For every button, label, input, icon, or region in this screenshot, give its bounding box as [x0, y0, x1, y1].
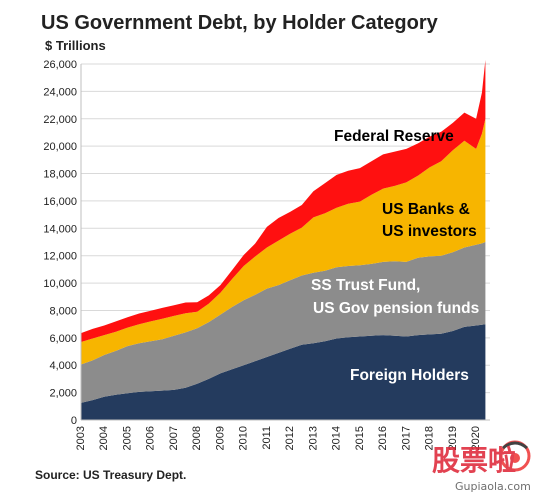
y-tick-label: 6,000 — [49, 333, 77, 345]
annotation-us-banks-line2: US investors — [382, 223, 477, 240]
x-tick-label: 2005 — [121, 426, 133, 450]
x-tick-label: 2011 — [261, 426, 273, 450]
y-tick-label: 4,000 — [49, 360, 77, 372]
y-tick-label: 10,000 — [43, 278, 77, 290]
chart-title: US Government Debt, by Holder Category — [41, 12, 439, 34]
x-tick-label: 2009 — [214, 426, 226, 450]
annotation-ss-trust-line1: SS Trust Fund, — [311, 277, 420, 294]
x-tick-label: 2007 — [168, 426, 180, 450]
watermark: 股票啦 Gupiaola.com — [432, 440, 531, 493]
y-tick-label: 24,000 — [43, 86, 77, 98]
x-tick-label: 2012 — [284, 426, 296, 450]
y-tick-label: 12,000 — [43, 251, 77, 263]
area-series-0 — [81, 324, 486, 420]
watermark-text: 股票啦 — [432, 444, 516, 477]
x-tick-label: 2013 — [307, 426, 319, 450]
x-tick-label: 2015 — [354, 426, 366, 450]
x-tick-label: 2006 — [145, 426, 157, 450]
y-axis-label: $ Trillions — [45, 38, 106, 53]
watermark-url: Gupiaola.com — [455, 480, 531, 493]
watermark-logo-icon — [499, 440, 531, 472]
y-tick-label: 20,000 — [43, 141, 77, 153]
x-tick-label: 2018 — [424, 426, 436, 450]
y-tick-label: 22,000 — [43, 114, 77, 126]
y-tick-label: 2,000 — [49, 388, 77, 400]
x-axis: 2003 2004 2005 2006 2007 2008 2009 2010 2011 2012… — [75, 419, 490, 450]
y-axis: 0 2,000 4,000 6,000 8,000 10,000 12,000 14,000 1… — [43, 59, 82, 427]
x-tick-label: 2004 — [98, 426, 110, 450]
x-tick-label: 2003 — [75, 426, 87, 450]
area-series-1 — [81, 242, 486, 403]
y-tick-label: 16,000 — [43, 196, 77, 208]
y-tick-label: 18,000 — [43, 169, 77, 181]
x-tick-label: 2016 — [377, 426, 389, 450]
x-tick-label: 2010 — [238, 426, 250, 450]
x-tick-label: 2008 — [191, 426, 203, 450]
x-tick-label: 2020 — [470, 426, 482, 450]
y-tick-label: 14,000 — [43, 223, 77, 235]
annotation-us-banks-line1: US Banks & — [382, 201, 470, 218]
y-tick-label: 0 — [71, 415, 77, 427]
stacked-areas — [81, 59, 486, 420]
area-series-2 — [81, 118, 486, 365]
x-tick-label: 2019 — [447, 426, 459, 450]
x-tick-label: 2017 — [400, 426, 412, 450]
y-tick-label: 8,000 — [49, 305, 77, 317]
annotation-federal-reserve: Federal Reserve — [334, 128, 454, 145]
annotation-foreign-holders: Foreign Holders — [350, 367, 469, 384]
y-tick-label: 26,000 — [43, 59, 77, 71]
annotation-ss-trust-line2: US Gov pension funds — [313, 300, 479, 317]
x-tick-label: 2014 — [331, 426, 343, 450]
source-note: Source: US Treasury Dept. — [35, 468, 186, 482]
